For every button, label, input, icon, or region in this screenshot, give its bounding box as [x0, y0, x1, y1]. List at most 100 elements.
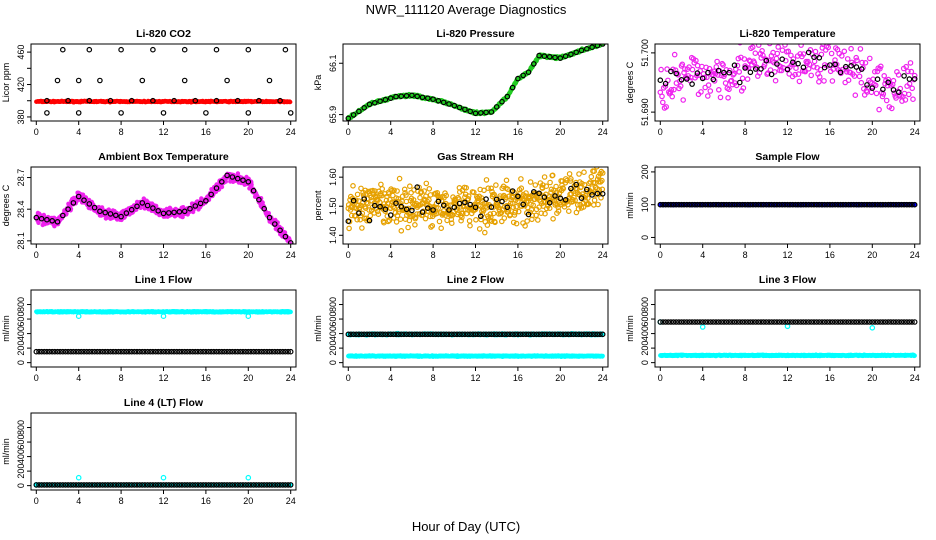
- data-point: [377, 203, 383, 210]
- data-point: [662, 201, 669, 208]
- data-point: [462, 106, 468, 113]
- data-point: [898, 201, 905, 208]
- data-point: [533, 212, 539, 219]
- y-axis-label: percent: [313, 190, 323, 221]
- x-tick-label: 0: [34, 250, 39, 260]
- data-point: [711, 78, 718, 84]
- data-point: [465, 193, 472, 199]
- data-point: [599, 44, 606, 47]
- data-point: [562, 197, 569, 203]
- data-point: [679, 61, 686, 68]
- data-point: [345, 218, 352, 225]
- data-point: [741, 56, 748, 62]
- data-point: [848, 45, 854, 52]
- data-point: [805, 201, 812, 208]
- panel-title: Gas Stream RH: [437, 151, 513, 163]
- data-point: [835, 201, 841, 208]
- data-point: [668, 201, 674, 208]
- data-point: [422, 215, 429, 222]
- data-point: [546, 200, 553, 206]
- data-point: [859, 59, 865, 66]
- data-point: [800, 201, 807, 208]
- data-point: [795, 71, 802, 77]
- data-point: [810, 64, 817, 70]
- data-point: [829, 78, 836, 84]
- data-point: [550, 216, 556, 222]
- data-point: [599, 170, 606, 176]
- y-tick-label: 1.50: [328, 197, 338, 215]
- data-point: [557, 195, 564, 202]
- data-point: [763, 57, 770, 64]
- data-point: [374, 208, 381, 215]
- data-point: [532, 182, 539, 188]
- data-point: [710, 71, 716, 78]
- data-point: [880, 86, 886, 93]
- data-point: [589, 189, 596, 196]
- data-point: [585, 195, 591, 201]
- data-point: [256, 97, 262, 104]
- x-tick-label: 16: [513, 127, 523, 137]
- data-point: [219, 179, 225, 185]
- data-point: [113, 212, 119, 219]
- data-point: [398, 203, 405, 210]
- data-point: [576, 171, 582, 177]
- data-point: [805, 66, 812, 72]
- data-point: [842, 63, 849, 70]
- data-point: [698, 89, 704, 95]
- data-point: [850, 201, 857, 208]
- data-point: [139, 77, 146, 84]
- data-point: [670, 201, 677, 208]
- data-point: [568, 176, 574, 182]
- data-point: [213, 185, 220, 191]
- y-tick-label: 28.1: [16, 232, 26, 250]
- data-point: [733, 82, 740, 89]
- data-point: [86, 46, 93, 53]
- data-point: [41, 212, 47, 218]
- data-point: [774, 50, 781, 57]
- x-tick-label: 8: [119, 127, 124, 137]
- data-point: [350, 112, 357, 118]
- data-point: [824, 201, 831, 208]
- data-point: [676, 201, 682, 208]
- data-point: [911, 76, 918, 82]
- data-point: [816, 74, 823, 80]
- data-point: [793, 65, 799, 72]
- data-point: [658, 66, 664, 73]
- data-point: [490, 210, 497, 217]
- data-point: [766, 44, 773, 47]
- panel-title: Ambient Box Temperature: [98, 151, 229, 163]
- data-point: [282, 46, 289, 53]
- data-point: [428, 224, 434, 230]
- data-point: [594, 44, 601, 49]
- data-point: [287, 110, 294, 116]
- data-point: [467, 108, 474, 115]
- data-point: [75, 77, 82, 84]
- data-point: [830, 66, 837, 73]
- data-point: [581, 169, 587, 176]
- x-tick-label: 24: [598, 127, 608, 137]
- data-point: [673, 201, 680, 208]
- data-point: [476, 226, 483, 232]
- data-point: [858, 201, 865, 208]
- data-point: [906, 201, 913, 208]
- data-point: [885, 79, 892, 86]
- data-point: [852, 92, 859, 99]
- data-point: [749, 44, 756, 51]
- data-point: [694, 70, 701, 76]
- data-point: [659, 93, 665, 100]
- data-point: [683, 76, 690, 82]
- data-point: [501, 215, 508, 221]
- data-point: [784, 201, 791, 208]
- y-tick-label: 1.40: [328, 227, 338, 245]
- panel-title: Sample Flow: [755, 151, 820, 163]
- data-point: [866, 201, 873, 208]
- data-point: [446, 207, 452, 213]
- data-point: [44, 97, 50, 104]
- data-point: [414, 93, 421, 100]
- y-tick-label: 51.690: [640, 98, 650, 126]
- data-point: [854, 57, 860, 64]
- data-point: [481, 187, 487, 194]
- data-point: [557, 55, 564, 61]
- data-point: [565, 208, 572, 215]
